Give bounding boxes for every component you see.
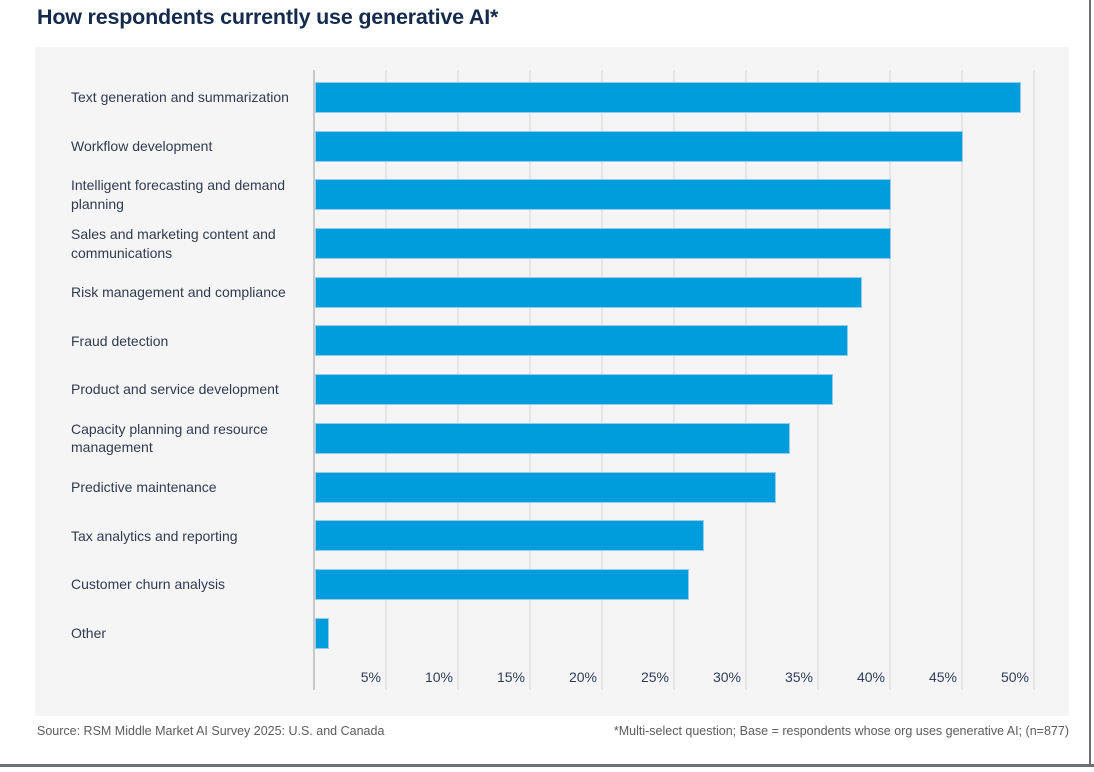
- bar-row: [315, 317, 1069, 366]
- bar: [315, 276, 863, 308]
- page-bottom-edge: [0, 764, 1094, 767]
- category-label: Predictive maintenance: [71, 478, 217, 495]
- bar-row: [315, 73, 1069, 122]
- category-label: Customer churn analysis: [71, 576, 226, 593]
- x-tick-label: 35%: [784, 669, 813, 685]
- y-axis-line: [313, 70, 315, 690]
- x-tick-label: 20%: [568, 669, 597, 685]
- bar: [315, 569, 690, 601]
- bar-row: [315, 560, 1069, 609]
- category-label: Other: [71, 625, 107, 642]
- x-tick-label: 10%: [424, 669, 453, 685]
- category-label: Tax analytics and reporting: [71, 527, 238, 544]
- category-row: Intelligent forecasting and demand plann…: [71, 170, 309, 219]
- bar: [315, 374, 834, 406]
- bar: [315, 325, 848, 357]
- x-tick-label: 40%: [856, 669, 885, 685]
- bar-row: [315, 219, 1069, 268]
- category-row: Predictive maintenance: [71, 463, 309, 512]
- bar: [315, 81, 1021, 113]
- x-tick-label: 15%: [496, 669, 525, 685]
- category-label: Product and service development: [71, 381, 279, 398]
- bar-row: [315, 170, 1069, 219]
- bars: [315, 73, 1069, 658]
- source-note: Source: RSM Middle Market AI Survey 2025…: [37, 724, 385, 738]
- bar: [315, 617, 330, 649]
- category-row: Capacity planning and resource managemen…: [71, 414, 309, 463]
- category-label: Intelligent forecasting and demand plann…: [71, 177, 286, 212]
- x-axis-ticks: 5% 10% 15% 20% 25% 30% 35% 40% 45% 50%: [35, 669, 1069, 689]
- category-row: Tax analytics and reporting: [71, 511, 309, 560]
- footer: Source: RSM Middle Market AI Survey 2025…: [37, 724, 1069, 742]
- bar-row: [315, 268, 1069, 317]
- x-tick-label: 50%: [1000, 669, 1029, 685]
- gridline: [1033, 70, 1035, 690]
- category-row: Fraud detection: [71, 317, 309, 366]
- category-label: Workflow development: [71, 137, 213, 154]
- category-row: Product and service development: [71, 365, 309, 414]
- x-tick-label: 30%: [712, 669, 741, 685]
- bar-row: [315, 122, 1069, 171]
- x-tick-label: 5%: [360, 669, 381, 685]
- category-label: Text generation and summarization: [71, 89, 289, 106]
- x-tick-label: 45%: [928, 669, 957, 685]
- category-label: Risk management and compliance: [71, 284, 286, 300]
- chart-panel: Text generation and summarization Workflo…: [35, 47, 1069, 716]
- x-tick-label: 25%: [640, 669, 669, 685]
- category-row: Workflow development: [71, 122, 309, 171]
- bar: [315, 422, 791, 454]
- category-labels: Text generation and summarization Workflo…: [71, 73, 309, 658]
- bar-row: [315, 463, 1069, 512]
- category-label: Sales and marketing content and communic…: [71, 226, 276, 261]
- bar-row: [315, 609, 1069, 658]
- chart-title: How respondents currently use generative…: [37, 5, 499, 29]
- gridline: [961, 70, 963, 690]
- category-row: Customer churn analysis: [71, 560, 309, 609]
- method-note: *Multi-select question; Base = responden…: [613, 724, 1069, 738]
- category-row: Other: [71, 609, 309, 658]
- page-right-edge: [1089, 0, 1091, 766]
- category-row: Text generation and summarization: [71, 73, 309, 122]
- bar: [315, 130, 963, 162]
- bar: [315, 520, 704, 552]
- category-row: Sales and marketing content and communic…: [71, 219, 309, 268]
- category-row: Risk management and compliance: [71, 268, 309, 317]
- bar: [315, 471, 776, 503]
- category-label: Fraud detection: [71, 332, 169, 349]
- bar: [315, 228, 891, 260]
- gridline: [889, 70, 891, 690]
- bar-row: [315, 365, 1069, 414]
- bar-row: [315, 414, 1069, 463]
- bar-row: [315, 511, 1069, 560]
- bar: [315, 179, 891, 211]
- category-label: Capacity planning and resource managemen…: [71, 420, 268, 456]
